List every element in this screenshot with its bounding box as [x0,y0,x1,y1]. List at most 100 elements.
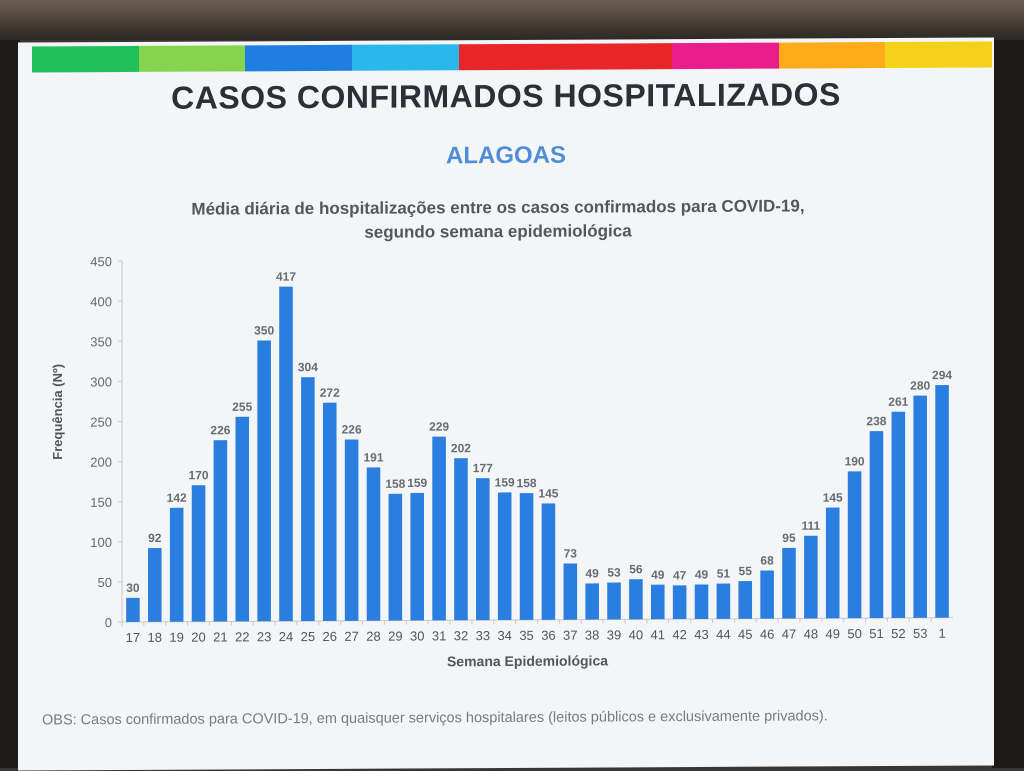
x-tick-label: 25 [301,629,315,644]
y-tick-label: 400 [90,294,112,309]
y-tick-label: 100 [90,535,112,550]
bar-value-label: 49 [651,568,665,582]
bar-value-label: 170 [189,468,209,482]
x-tick-label: 36 [541,628,555,643]
bar [345,439,359,620]
x-tick-label: 52 [891,626,905,641]
x-tick-label: 32 [454,628,468,643]
x-tick-label: 29 [388,629,402,644]
room-background-right [992,40,1024,768]
bar [738,581,752,619]
y-tick-label: 300 [90,374,112,389]
bar-value-label: 68 [760,553,774,567]
x-tick-label: 53 [913,626,927,641]
x-tick-label: 44 [716,627,730,642]
bar-value-label: 47 [673,568,687,582]
bar-value-label: 158 [385,477,405,491]
bar [695,584,709,619]
x-tick-label: 37 [563,628,577,643]
x-tick-label: 43 [694,627,708,642]
bar-value-label: 238 [866,414,886,428]
room-background-left [0,40,20,768]
bar [673,585,687,619]
x-tick-label: 19 [169,630,183,645]
bar [629,579,643,619]
bar [257,340,271,621]
bar [192,485,206,621]
y-tick-label: 50 [98,575,112,590]
bar-chart: 0501001502002503003504004503017921814219… [18,37,994,702]
bar [148,548,162,622]
bar-value-label: 226 [210,423,230,437]
bar [651,585,665,620]
y-tick-label: 200 [90,455,112,470]
x-tick-label: 20 [191,630,205,645]
bar [913,396,927,618]
bar-value-label: 142 [167,491,187,505]
y-tick-label: 450 [90,254,112,269]
bar [170,508,184,622]
x-tick-label: 35 [519,628,533,643]
x-tick-label: 34 [497,628,511,643]
bar-value-label: 191 [363,450,383,464]
x-tick-label: 39 [607,627,621,642]
x-axis-title: Semana Epidemiológica [447,652,608,669]
x-tick-label: 46 [760,627,774,642]
bar-value-label: 95 [782,531,796,545]
x-tick-label: 42 [672,627,686,642]
bar-value-label: 261 [888,395,908,409]
bar-value-label: 226 [342,422,362,436]
room-background-top [0,0,1024,40]
bar [279,287,293,622]
bar [717,584,731,619]
bar-value-label: 56 [629,562,643,576]
bar [935,385,949,618]
bar-value-label: 304 [298,360,318,374]
bar [126,598,140,622]
bar [760,570,774,618]
bar [214,440,228,621]
y-tick-label: 350 [90,334,112,349]
bar-value-label: 73 [564,546,578,560]
bar [848,471,862,618]
bar-value-label: 30 [126,581,140,595]
bar [454,458,468,620]
x-tick-label: 33 [476,628,490,643]
bar-value-label: 92 [148,531,162,545]
bar [410,493,424,621]
x-tick-label: 50 [847,626,861,641]
presentation-slide: CASOS CONFIRMADOS HOSPITALIZADOS ALAGOAS… [18,37,994,770]
x-tick-label: 38 [585,628,599,643]
x-tick-label: 23 [257,629,271,644]
x-tick-label: 49 [825,626,839,641]
bar [804,536,818,619]
bar-value-label: 255 [232,400,252,414]
y-tick-label: 150 [90,495,112,510]
x-tick-label: 17 [126,630,140,645]
bar [826,508,840,619]
bar-value-label: 272 [320,386,340,400]
bar-value-label: 145 [823,491,843,505]
bar [476,478,490,620]
bar [235,417,249,622]
bar-value-label: 159 [407,476,427,490]
bar [892,412,906,618]
x-tick-label: 48 [804,626,818,641]
bar-value-label: 51 [717,567,731,581]
bar [585,583,599,619]
bar-value-label: 55 [739,564,753,578]
bar [564,563,578,619]
x-tick-label: 27 [344,629,358,644]
y-axis-title: Frequência (Nº) [50,364,65,460]
bar [520,493,534,620]
footnote: OBS: Casos confirmados para COVID-19, em… [42,706,962,731]
bar-value-label: 350 [254,323,274,337]
bar-value-label: 280 [910,379,930,393]
bar [870,431,884,618]
y-tick-label: 0 [105,615,112,630]
x-tick-label: 22 [235,629,249,644]
x-tick-label: 21 [213,629,227,644]
bar [607,582,621,619]
bar-value-label: 49 [585,566,599,580]
bar [367,467,381,620]
